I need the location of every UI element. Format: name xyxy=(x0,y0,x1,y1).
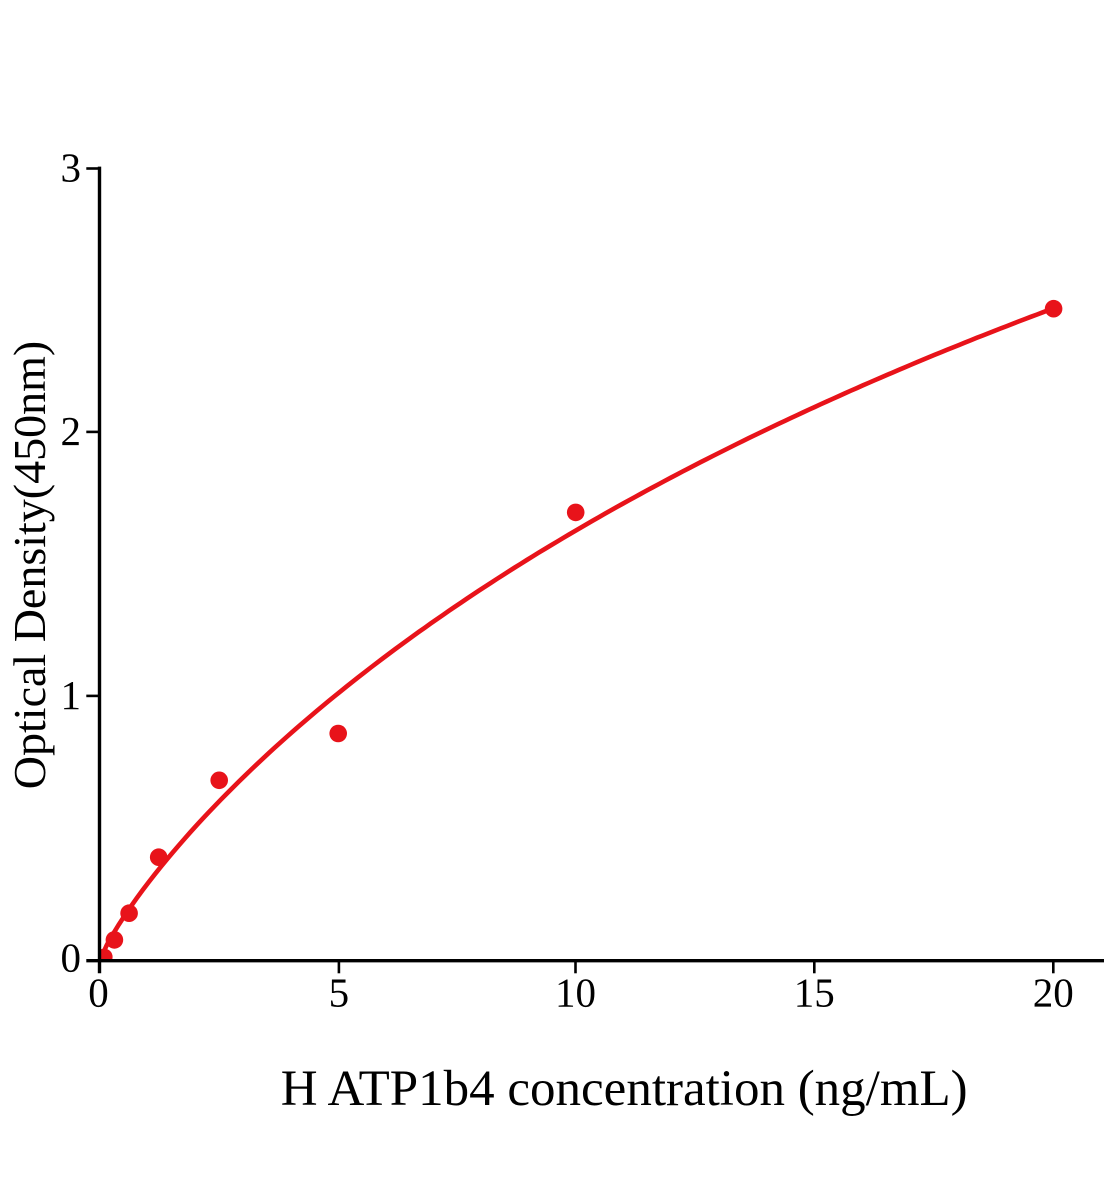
svg-text:10: 10 xyxy=(555,970,596,1016)
svg-text:20: 20 xyxy=(1033,970,1074,1016)
svg-text:0: 0 xyxy=(88,970,109,1016)
svg-text:15: 15 xyxy=(794,970,835,1016)
svg-text:5: 5 xyxy=(329,970,350,1016)
svg-text:0: 0 xyxy=(61,935,82,981)
svg-text:3: 3 xyxy=(61,145,82,191)
svg-text:2: 2 xyxy=(61,408,82,454)
svg-text:1: 1 xyxy=(61,672,82,718)
svg-text:H ATP1b4 concentration (ng/mL): H ATP1b4 concentration (ng/mL) xyxy=(281,1061,968,1117)
svg-text:Optical Density(450nm): Optical Density(450nm) xyxy=(4,341,55,789)
